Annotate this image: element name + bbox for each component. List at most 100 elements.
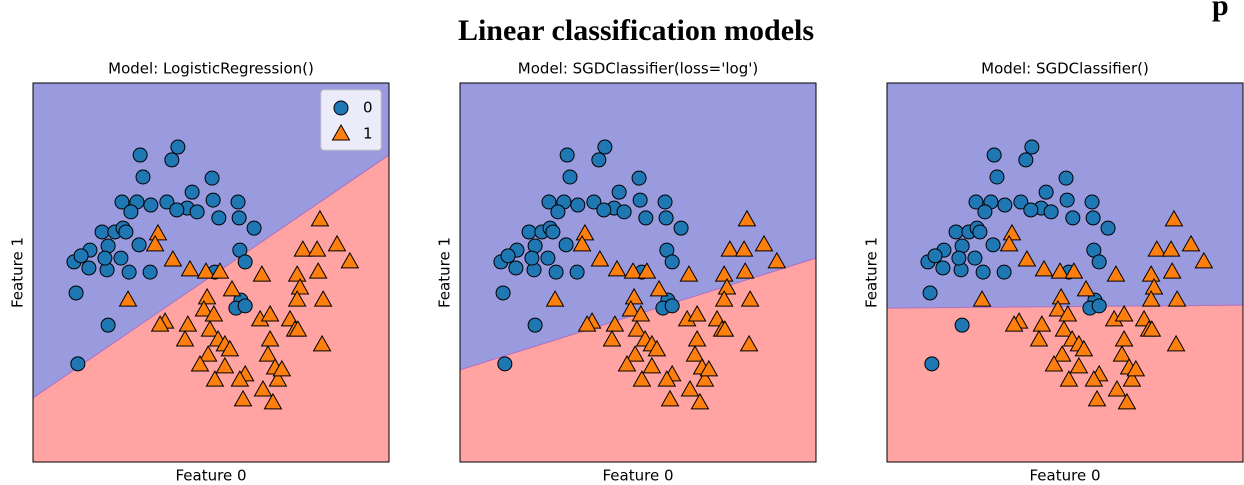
point bbox=[1091, 254, 1107, 270]
point bbox=[1106, 265, 1126, 282]
point bbox=[720, 240, 740, 257]
point bbox=[163, 249, 183, 267]
point bbox=[114, 194, 130, 210]
point bbox=[258, 345, 278, 362]
point bbox=[617, 354, 637, 372]
point bbox=[924, 356, 940, 372]
point bbox=[680, 379, 700, 397]
x-axis-label: Feature 0 bbox=[1030, 467, 1101, 485]
point bbox=[220, 339, 240, 357]
point bbox=[1100, 220, 1116, 236]
point bbox=[1161, 240, 1181, 257]
point bbox=[293, 240, 313, 257]
point bbox=[737, 209, 757, 227]
point bbox=[246, 220, 262, 236]
point bbox=[1141, 265, 1161, 282]
point bbox=[1054, 320, 1074, 337]
point bbox=[521, 224, 537, 240]
point bbox=[1107, 379, 1127, 397]
point bbox=[673, 220, 689, 236]
point bbox=[1112, 345, 1132, 362]
point bbox=[150, 315, 170, 332]
point bbox=[184, 184, 200, 200]
point bbox=[189, 204, 205, 220]
point bbox=[175, 329, 195, 347]
panel-title: Model: SGDClassifier() bbox=[981, 60, 1149, 78]
point bbox=[97, 250, 113, 266]
point bbox=[967, 250, 983, 266]
panel: Model: LogisticRegression() Feature 0 Feat… bbox=[9, 60, 390, 485]
point bbox=[260, 329, 280, 347]
point bbox=[597, 139, 613, 155]
panel: Model: SGDClassifier(loss='log') Feature … bbox=[436, 60, 817, 485]
point bbox=[621, 300, 641, 317]
figure-title: Linear classification models bbox=[458, 14, 814, 47]
point bbox=[210, 262, 230, 279]
point bbox=[118, 224, 134, 240]
point bbox=[631, 170, 647, 186]
point bbox=[735, 262, 755, 279]
legend-marker bbox=[333, 100, 349, 116]
point bbox=[1024, 139, 1040, 155]
point bbox=[1164, 209, 1184, 227]
point bbox=[340, 251, 360, 269]
panel-title: Model: SGDClassifier(loss='log') bbox=[518, 60, 758, 78]
point bbox=[230, 194, 246, 210]
point bbox=[616, 204, 632, 220]
point bbox=[190, 354, 210, 372]
point bbox=[113, 250, 129, 266]
plot-frame bbox=[886, 82, 1244, 463]
point bbox=[308, 262, 328, 279]
point bbox=[922, 285, 938, 301]
point bbox=[572, 234, 592, 252]
point bbox=[660, 389, 680, 407]
point bbox=[637, 262, 657, 279]
point bbox=[647, 339, 667, 357]
point bbox=[1194, 251, 1214, 269]
point bbox=[739, 334, 759, 352]
point bbox=[632, 370, 652, 387]
point bbox=[1034, 259, 1054, 277]
legend-label: 1 bbox=[363, 125, 373, 143]
legend-marker bbox=[331, 123, 351, 141]
point bbox=[1018, 152, 1034, 168]
point bbox=[1032, 315, 1052, 332]
point bbox=[1004, 315, 1024, 332]
point bbox=[972, 290, 992, 307]
point bbox=[123, 204, 139, 220]
point bbox=[734, 240, 754, 257]
point bbox=[977, 204, 993, 220]
point bbox=[1076, 279, 1096, 297]
point bbox=[575, 223, 595, 241]
point bbox=[233, 389, 253, 407]
point bbox=[205, 192, 221, 208]
point bbox=[132, 147, 148, 163]
point bbox=[985, 237, 1001, 253]
y-axis-label: Feature 1 bbox=[863, 237, 881, 308]
x-axis-label: Feature 0 bbox=[176, 467, 247, 485]
point bbox=[767, 251, 787, 269]
point bbox=[638, 210, 654, 226]
point bbox=[118, 290, 138, 307]
point bbox=[972, 224, 988, 240]
point bbox=[627, 320, 647, 337]
point bbox=[230, 370, 250, 387]
region-class-1 bbox=[33, 155, 389, 462]
point bbox=[211, 210, 227, 226]
point bbox=[1029, 329, 1049, 347]
point bbox=[197, 287, 217, 305]
point bbox=[541, 194, 557, 210]
point bbox=[135, 169, 151, 185]
point bbox=[215, 356, 235, 374]
point bbox=[73, 248, 89, 264]
region-class-0 bbox=[460, 83, 816, 370]
point bbox=[237, 254, 253, 270]
point bbox=[1013, 194, 1029, 210]
point bbox=[527, 317, 543, 333]
point bbox=[1002, 223, 1022, 241]
point bbox=[121, 264, 137, 280]
point bbox=[205, 370, 225, 387]
point bbox=[664, 298, 680, 314]
point bbox=[1084, 370, 1104, 387]
point bbox=[690, 392, 710, 410]
